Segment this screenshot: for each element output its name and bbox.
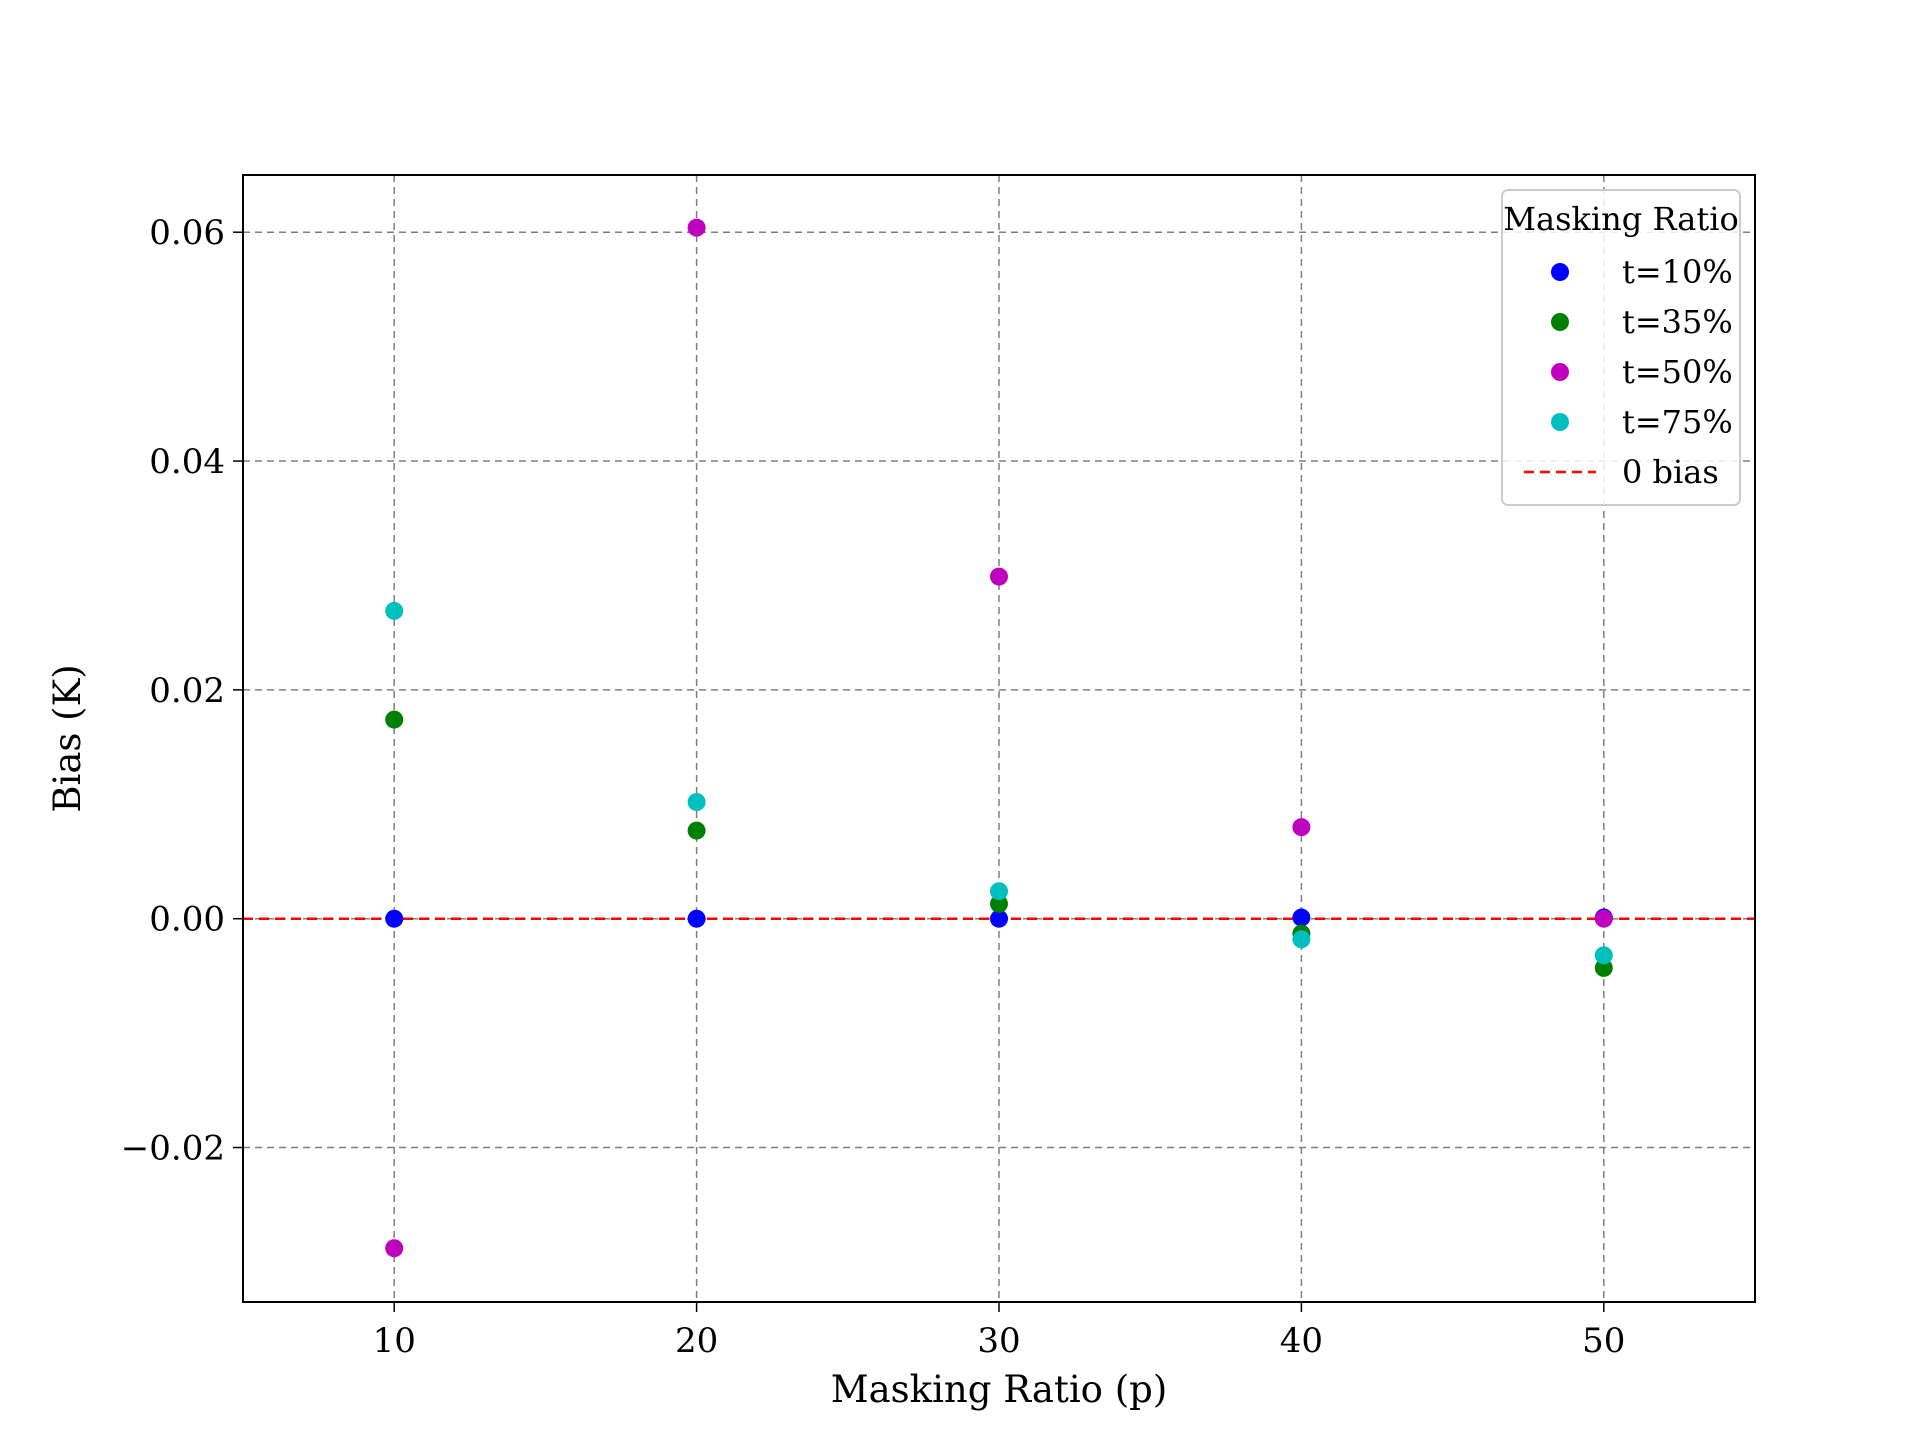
data-point-series-3: [990, 882, 1008, 901]
x-tick-label: 20: [675, 1321, 718, 1361]
y-tick-label: 0.00: [149, 900, 225, 940]
y-tick-label: 0.04: [149, 442, 225, 482]
legend-entry-label: t=35%: [1622, 303, 1733, 341]
data-point-series-1: [1594, 958, 1613, 977]
legend-entry-label: t=75%: [1622, 403, 1733, 441]
x-tick-label: 50: [1582, 1321, 1625, 1361]
legend-entry-label: 0 bias: [1622, 453, 1719, 491]
data-points: [385, 218, 1613, 1258]
legend-marker: [1551, 413, 1569, 431]
y-tick-label: −0.02: [121, 1129, 225, 1169]
data-point-series-3: [385, 601, 404, 620]
x-tick-label: 10: [373, 1321, 416, 1361]
y-tick-label: 0.02: [149, 671, 225, 711]
legend-marker: [1551, 313, 1569, 331]
legend-entry-label: t=10%: [1622, 253, 1733, 291]
legend-entry-label: t=50%: [1622, 353, 1733, 391]
data-point-series-0: [990, 909, 1008, 928]
axis-ticks: 10 20 30 40 50 −0.02 0.00 0.02 0.04 0.06: [121, 213, 1626, 1361]
data-point-series-2: [990, 567, 1008, 586]
y-axis-label: Bias (K): [46, 664, 89, 812]
data-point-series-1: [990, 894, 1008, 913]
data-point-series-3: [1594, 946, 1613, 965]
x-axis-label: Masking Ratio (p): [831, 1368, 1168, 1411]
data-point-series-0: [385, 909, 404, 928]
data-point-series-2: [385, 1239, 404, 1258]
x-tick-label: 30: [977, 1321, 1020, 1361]
data-point-series-1: [687, 821, 706, 840]
data-point-series-3: [687, 793, 706, 812]
data-point-series-2: [687, 218, 706, 237]
data-point-series-3: [1292, 930, 1311, 949]
y-tick-label: 0.06: [149, 213, 225, 253]
data-point-series-1: [385, 710, 404, 729]
data-point-series-2: [1594, 909, 1613, 928]
legend-marker: [1551, 263, 1569, 281]
legend: Masking Ratio t=10% t=35% t=50% t=75% 0 bias: [1501, 189, 1741, 506]
x-tick-label: 40: [1280, 1321, 1323, 1361]
legend-title: Masking Ratio: [1503, 200, 1738, 238]
data-point-series-2: [1292, 818, 1311, 837]
data-point-series-0: [1292, 908, 1311, 927]
data-point-series-0: [687, 909, 706, 928]
legend-entries: t=10% t=35% t=50% t=75% 0 bias: [1524, 253, 1733, 491]
legend-marker: [1551, 363, 1569, 381]
